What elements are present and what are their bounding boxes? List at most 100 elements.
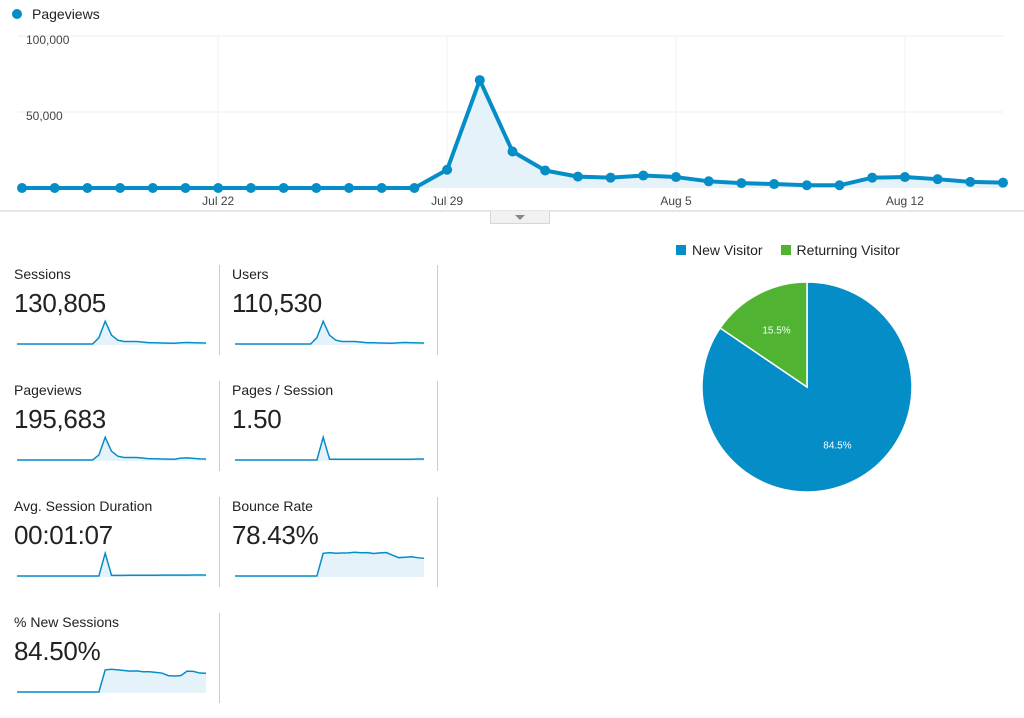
sparkline-line	[235, 319, 425, 345]
sparkline-line	[17, 668, 207, 693]
pageviews-point[interactable]	[605, 172, 616, 183]
x-tick-label: Aug 12	[886, 194, 924, 208]
returning-visitor-swatch	[780, 245, 791, 255]
metric-value: 1.50	[232, 404, 282, 434]
metric-label: Pages / Session	[232, 382, 334, 398]
metric-label: Users	[232, 266, 269, 282]
visitor-type-pie-chart: 84.5% 15.5%	[701, 281, 913, 493]
metric-label: % New Sessions	[14, 614, 120, 630]
metric-value: 130,805	[14, 288, 106, 318]
metric-sparkline	[17, 550, 206, 577]
pageviews-point[interactable]	[213, 183, 224, 193]
metric-tile[interactable]: Bounce Rate 78.43%	[232, 498, 437, 590]
metric-divider	[219, 381, 220, 471]
metric-divider	[219, 265, 220, 355]
metric-sparkline	[17, 668, 207, 693]
metric-divider	[437, 381, 438, 471]
metric-value: 110,530	[232, 288, 322, 318]
sparkline-line	[17, 550, 206, 577]
pageviews-point[interactable]	[572, 171, 583, 182]
pageviews-point[interactable]	[474, 75, 485, 86]
pageviews-point[interactable]	[278, 183, 289, 193]
metric-value: 00:01:07	[14, 520, 113, 550]
sparkline-area	[17, 437, 206, 461]
pageviews-point[interactable]	[376, 183, 387, 193]
sparkline-area	[235, 552, 424, 577]
pie-legend-returning-visitor[interactable]: Returning Visitor	[780, 242, 900, 258]
metric-tile[interactable]: % New Sessions 84.50%	[14, 614, 219, 706]
metric-label: Avg. Session Duration	[14, 498, 153, 514]
pageviews-point[interactable]	[507, 146, 518, 157]
metric-divider	[437, 497, 438, 587]
metric-label: Bounce Rate	[232, 498, 313, 514]
pageviews-point[interactable]	[82, 183, 93, 193]
pageviews-line-chart: 100,000 50,000 Jul 22 Jul 29 Aug 5 Aug 12	[0, 33, 1024, 212]
pie-slice-label: 15.5%	[762, 325, 790, 336]
pageviews-point[interactable]	[801, 180, 812, 191]
sparkline-area	[17, 321, 206, 345]
metric-tile[interactable]: Pageviews 195,683	[14, 382, 219, 474]
pageviews-point[interactable]	[344, 183, 354, 193]
pageviews-point[interactable]	[932, 174, 943, 185]
metric-sparkline	[17, 435, 207, 461]
pie-slice-returning-visitor[interactable]	[719, 281, 808, 389]
pie-legend: New Visitor Returning Visitor	[676, 242, 918, 258]
pageviews-legend-label: Pageviews	[32, 6, 100, 22]
pageviews-point[interactable]	[540, 165, 551, 176]
metric-divider	[437, 265, 438, 355]
metric-value: 84.50%	[14, 636, 101, 666]
pageviews-point[interactable]	[442, 164, 453, 175]
sparkline-line	[17, 435, 207, 461]
metric-sparkline	[235, 319, 425, 345]
x-tick-label: Jul 22	[202, 194, 234, 208]
metric-sparkline	[17, 319, 207, 345]
chart-legend[interactable]: Pageviews	[12, 6, 100, 22]
pageviews-point[interactable]	[180, 183, 191, 193]
chevron-down-icon	[515, 215, 525, 220]
metric-tile[interactable]: Avg. Session Duration 00:01:07	[14, 498, 219, 590]
pageviews-point[interactable]	[965, 176, 976, 187]
metric-divider	[219, 497, 220, 587]
pageviews-point[interactable]	[998, 177, 1008, 188]
returning-visitor-legend-label: Returning Visitor	[796, 242, 900, 258]
pageviews-point[interactable]	[867, 172, 878, 183]
sparkline-line	[235, 434, 424, 461]
pageviews-point[interactable]	[147, 183, 158, 193]
new-visitor-swatch	[676, 245, 686, 255]
pageviews-legend-dot	[12, 9, 22, 19]
metric-tile[interactable]: Users 110,530	[232, 266, 437, 358]
pageviews-point[interactable]	[834, 180, 845, 191]
pageviews-point[interactable]	[638, 170, 649, 181]
pageviews-point[interactable]	[899, 172, 910, 183]
sparkline-line	[235, 551, 425, 577]
pageviews-area	[22, 80, 1003, 188]
metric-tile[interactable]: Sessions 130,805	[14, 266, 219, 358]
metric-tile[interactable]: Pages / Session 1.50	[232, 382, 437, 474]
metric-value: 195,683	[14, 404, 106, 434]
pageviews-point[interactable]	[115, 183, 126, 193]
pageviews-point[interactable]	[769, 179, 780, 190]
pie-legend-new-visitor[interactable]: New Visitor	[676, 242, 763, 258]
pageviews-point[interactable]	[245, 183, 256, 193]
pageviews-point[interactable]	[311, 183, 322, 193]
sparkline-area	[17, 669, 206, 693]
pie-slice-label: 84.5%	[823, 441, 851, 452]
collapse-chart-toggle[interactable]	[490, 211, 550, 224]
metric-sparkline	[235, 434, 424, 461]
y-tick-label: 100,000	[26, 33, 70, 47]
sparkline-line	[17, 319, 207, 345]
x-tick-label: Jul 29	[431, 194, 463, 208]
new-visitor-legend-label: New Visitor	[692, 242, 763, 258]
pageviews-point[interactable]	[671, 172, 681, 183]
metric-label: Pageviews	[14, 382, 82, 398]
metric-divider	[219, 613, 220, 703]
pageviews-point[interactable]	[736, 178, 747, 189]
pageviews-point[interactable]	[409, 183, 420, 193]
y-tick-label: 50,000	[26, 109, 63, 123]
metric-label: Sessions	[14, 266, 71, 282]
sparkline-area	[235, 321, 424, 345]
pageviews-point[interactable]	[49, 183, 60, 193]
pageviews-point[interactable]	[703, 176, 714, 187]
pageviews-point[interactable]	[17, 183, 27, 193]
x-tick-label: Aug 5	[660, 194, 692, 208]
